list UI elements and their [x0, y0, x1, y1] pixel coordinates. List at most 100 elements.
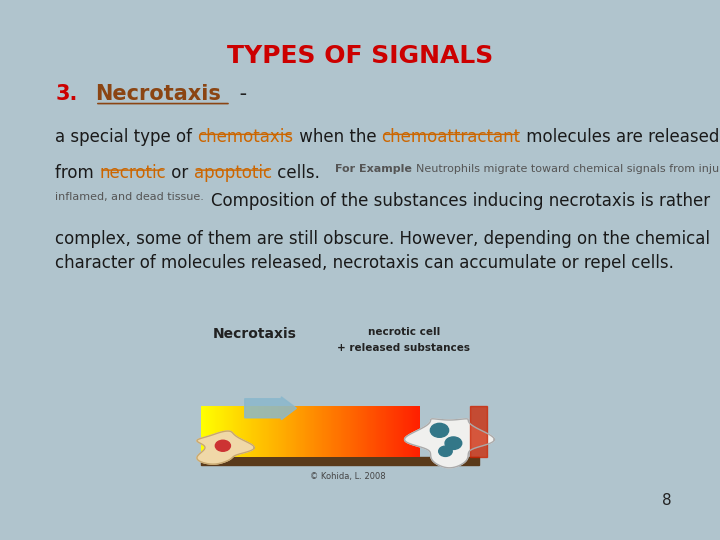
Text: 8: 8: [662, 494, 671, 509]
Bar: [410, 406, 412, 457]
Bar: [403, 406, 405, 457]
Bar: [380, 406, 382, 457]
Bar: [328, 406, 330, 457]
Text: necrotic cell: necrotic cell: [368, 327, 440, 338]
Bar: [343, 406, 345, 457]
Bar: [312, 406, 313, 457]
Bar: [220, 406, 222, 457]
Bar: [366, 406, 368, 457]
Bar: [222, 406, 224, 457]
Bar: [221, 406, 222, 457]
Bar: [272, 406, 274, 457]
Bar: [210, 406, 212, 457]
Bar: [302, 406, 305, 457]
Bar: [279, 406, 281, 457]
Bar: [274, 406, 276, 457]
Bar: [266, 406, 267, 457]
Text: © Kohida, L. 2008: © Kohida, L. 2008: [310, 472, 386, 481]
Bar: [323, 406, 324, 457]
Bar: [201, 457, 480, 465]
Bar: [382, 406, 383, 457]
FancyArrow shape: [245, 397, 297, 420]
Bar: [275, 406, 277, 457]
Bar: [203, 406, 205, 457]
Bar: [236, 406, 238, 457]
Bar: [300, 406, 302, 457]
Bar: [407, 406, 408, 457]
Bar: [418, 406, 419, 457]
Bar: [233, 406, 235, 457]
Text: necrotic: necrotic: [99, 164, 166, 182]
Bar: [273, 406, 275, 457]
Bar: [353, 406, 355, 457]
Bar: [384, 406, 387, 457]
Ellipse shape: [445, 437, 462, 449]
Bar: [270, 406, 271, 457]
Text: cells.: cells.: [271, 164, 336, 182]
Bar: [319, 406, 321, 457]
Bar: [365, 406, 367, 457]
Bar: [234, 406, 235, 457]
Bar: [412, 406, 414, 457]
Bar: [333, 406, 336, 457]
Bar: [348, 406, 349, 457]
Text: complex, some of them are still obscure. However, depending on the chemical
char: complex, some of them are still obscure.…: [55, 230, 711, 272]
Bar: [391, 406, 393, 457]
Bar: [317, 406, 319, 457]
Bar: [340, 406, 342, 457]
Bar: [344, 406, 346, 457]
Bar: [359, 406, 361, 457]
Text: chemoattractant: chemoattractant: [382, 129, 521, 146]
Bar: [382, 406, 384, 457]
Bar: [342, 406, 344, 457]
Bar: [256, 406, 258, 457]
Bar: [225, 406, 227, 457]
Bar: [325, 406, 328, 457]
Bar: [257, 406, 258, 457]
Bar: [204, 406, 206, 457]
Bar: [307, 406, 309, 457]
Bar: [216, 406, 218, 457]
Text: TYPES OF SIGNALS: TYPES OF SIGNALS: [227, 44, 493, 68]
Bar: [309, 406, 311, 457]
Bar: [264, 406, 265, 457]
Bar: [389, 406, 391, 457]
Bar: [387, 406, 389, 457]
Bar: [395, 406, 397, 457]
Ellipse shape: [431, 423, 449, 437]
Bar: [237, 406, 239, 457]
Text: when the: when the: [294, 129, 382, 146]
Bar: [228, 406, 229, 457]
Bar: [331, 406, 333, 457]
Bar: [258, 406, 260, 457]
Bar: [289, 406, 292, 457]
Polygon shape: [197, 431, 254, 464]
Bar: [251, 406, 253, 457]
Bar: [338, 406, 340, 457]
Bar: [201, 406, 203, 457]
Bar: [346, 406, 348, 457]
Bar: [361, 406, 362, 457]
Bar: [364, 406, 366, 457]
Bar: [373, 406, 374, 457]
Bar: [218, 406, 220, 457]
Bar: [291, 406, 292, 457]
Bar: [355, 406, 357, 457]
Bar: [413, 406, 415, 457]
Text: For Example: For Example: [336, 164, 416, 174]
Text: molecules are released: molecules are released: [521, 129, 719, 146]
Bar: [211, 406, 212, 457]
Bar: [214, 406, 216, 457]
Bar: [304, 406, 306, 457]
Bar: [357, 406, 359, 457]
Bar: [264, 406, 266, 457]
Bar: [336, 406, 338, 457]
Bar: [223, 406, 225, 457]
Bar: [253, 406, 256, 457]
Bar: [269, 406, 271, 457]
Bar: [388, 406, 390, 457]
Bar: [238, 406, 240, 457]
Bar: [354, 406, 356, 457]
Bar: [405, 406, 408, 457]
Bar: [376, 406, 378, 457]
